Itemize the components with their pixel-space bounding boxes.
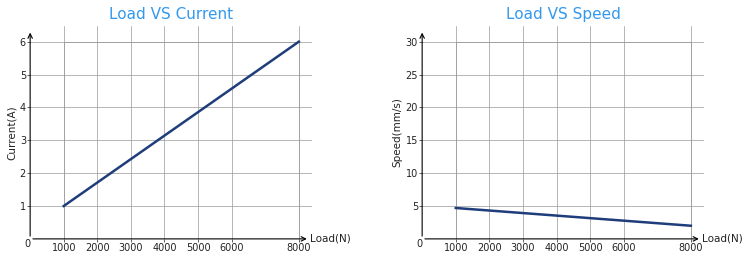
Text: 0: 0	[416, 239, 422, 249]
Text: Load(N): Load(N)	[310, 234, 351, 244]
Text: 0: 0	[24, 239, 30, 249]
Y-axis label: Current(A): Current(A)	[7, 105, 17, 160]
Title: Load VS Speed: Load VS Speed	[506, 7, 621, 22]
Text: Load(N): Load(N)	[702, 234, 743, 244]
Y-axis label: Speed(mm/s): Speed(mm/s)	[393, 98, 403, 167]
Title: Load VS Current: Load VS Current	[110, 7, 233, 22]
